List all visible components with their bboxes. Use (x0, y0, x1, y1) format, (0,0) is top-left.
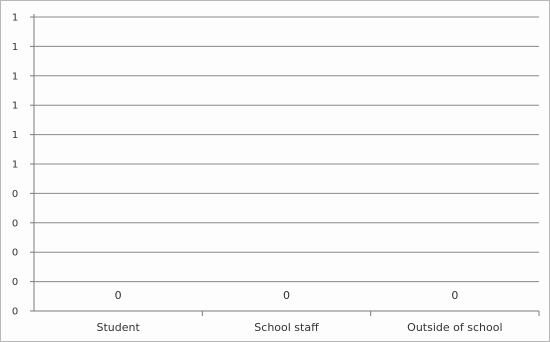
data-label: 0 (115, 289, 122, 302)
y-tick-label: 0 (12, 277, 18, 288)
category-label: Student (97, 321, 141, 334)
y-tick-label: 1 (12, 42, 18, 53)
category-label: Outside of school (407, 321, 502, 334)
axes (33, 14, 539, 312)
y-tick-label: 0 (12, 218, 18, 229)
category-label: School staff (254, 321, 319, 334)
y-tick-label: 1 (12, 71, 18, 82)
y-tick-label: 0 (12, 307, 18, 318)
x-category-labels: Student School staff Outside of school (97, 311, 540, 334)
y-tick-label: 0 (12, 189, 18, 200)
y-tick-label: 0 (12, 248, 18, 259)
gridlines (30, 16, 539, 312)
data-label: 0 (283, 289, 290, 302)
y-tick-label: 1 (12, 160, 18, 171)
y-tick-label: 1 (12, 130, 18, 141)
data-labels: 0 0 0 (115, 289, 459, 302)
y-tick-label: 1 (12, 13, 18, 24)
data-label: 0 (451, 289, 458, 302)
y-tick-label: 1 (12, 101, 18, 112)
y-tick-labels: 0 0 0 0 0 1 1 1 1 1 1 (12, 13, 18, 318)
